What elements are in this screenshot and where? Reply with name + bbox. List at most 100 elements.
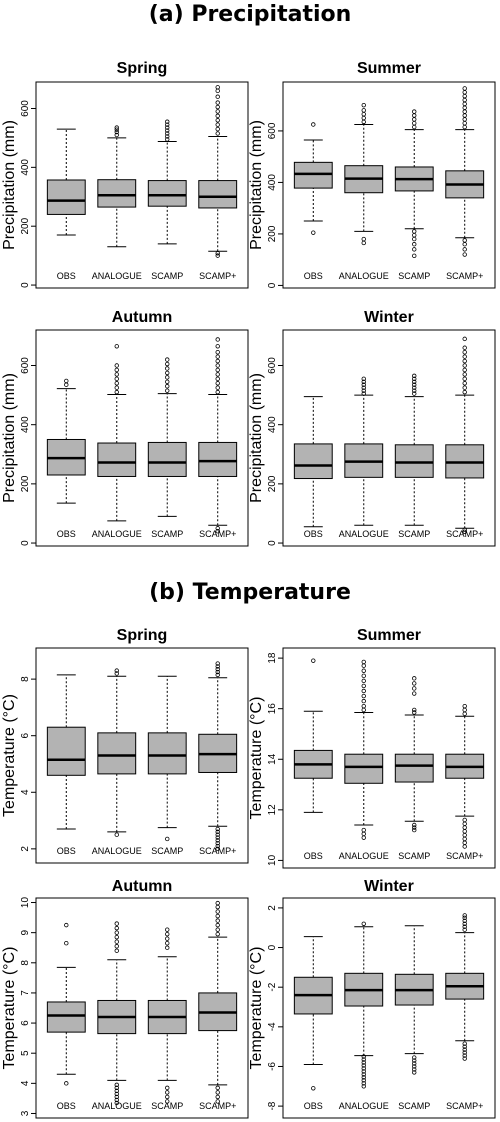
outlier-point — [462, 924, 467, 929]
outlier-point — [462, 113, 467, 118]
outlier-point — [215, 94, 220, 99]
outlier-point — [462, 336, 467, 342]
outlier-point — [165, 375, 170, 380]
outlier-point — [412, 1067, 417, 1072]
category-label: ANALOGUE — [339, 529, 389, 539]
outlier-point — [114, 668, 119, 673]
outlier-point — [462, 97, 467, 103]
outlier-point — [361, 1054, 366, 1059]
category-label: ANALOGUE — [339, 271, 389, 281]
y-tick-label: 10 — [267, 854, 278, 866]
outlier-point — [165, 941, 170, 946]
outlier-point — [165, 388, 170, 393]
box-analogue: ANALOGUE — [92, 125, 142, 281]
outlier-point — [114, 344, 119, 349]
iqr-box — [97, 442, 137, 477]
outlier-point — [165, 836, 170, 842]
iqr-box — [46, 726, 86, 776]
box-analogue: ANALOGUE — [339, 376, 389, 539]
outlier-point — [215, 835, 220, 840]
y-tick-label: 400 — [20, 416, 31, 433]
outlier-point — [361, 678, 366, 684]
outlier-point — [114, 832, 119, 837]
y-tick-label: 600 — [267, 122, 278, 139]
category-label: ANALOGUE — [339, 1101, 389, 1111]
y-tick-label: 12 — [267, 804, 278, 816]
outlier-point — [165, 945, 170, 950]
outlier-point — [215, 85, 220, 90]
category-label: ANALOGUE — [339, 851, 389, 861]
outlier-point — [462, 1044, 467, 1049]
outlier-point — [165, 134, 170, 139]
outlier-point — [114, 1082, 119, 1088]
y-tick-label: 18 — [267, 652, 278, 664]
box-scamp-plus: SCAMP+ — [445, 336, 485, 539]
outlier-point — [215, 344, 220, 349]
outlier-point — [114, 129, 119, 135]
outlier-point — [462, 354, 467, 359]
y-tick-label: 200 — [20, 217, 31, 234]
outlier-point — [114, 930, 119, 935]
outlier-point — [412, 233, 417, 238]
y-tick-label: 0 — [267, 540, 278, 546]
outlier-point — [361, 111, 366, 117]
outlier-point — [462, 363, 467, 368]
outlier-point — [165, 384, 170, 389]
y-tick-label: 7 — [20, 990, 31, 996]
section-title-precipitation: (a) Precipitation — [148, 2, 352, 27]
category-label: ANALOGUE — [92, 529, 142, 539]
y-tick-label: 600 — [20, 100, 31, 117]
plot-frame — [282, 647, 496, 869]
outlier-point — [462, 238, 467, 243]
outlier-point — [462, 247, 467, 252]
y-tick-label: 6 — [20, 1020, 31, 1026]
outlier-point — [165, 370, 170, 376]
y-tick-label: 0 — [20, 540, 31, 546]
outlier-point — [361, 1072, 366, 1077]
outlier-point — [215, 122, 220, 127]
outlier-point — [165, 125, 170, 130]
panel-temp-winter: Winter Temperature (°C) -8 -6 -4 -2 0 2 OBS ANALO… — [248, 878, 496, 1119]
category-label: OBS — [57, 529, 76, 539]
outlier-point — [361, 921, 366, 926]
y-tick-label: -4 — [267, 1022, 278, 1031]
outlier-point — [412, 1064, 417, 1069]
outlier-point — [462, 381, 467, 386]
y-tick-label: 400 — [267, 174, 278, 191]
outlier-point — [462, 1056, 467, 1061]
outlier-point — [165, 137, 170, 142]
panel-title: Spring — [117, 60, 168, 77]
iqr-box — [293, 161, 333, 189]
box-obs: OBS — [293, 658, 333, 861]
outlier-point — [114, 1085, 119, 1091]
outlier-point — [462, 840, 467, 845]
outlier-point — [215, 376, 220, 382]
box-analogue: ANALOGUE — [92, 668, 142, 856]
category-label: ANALOGUE — [92, 271, 142, 281]
outlier-point — [462, 93, 467, 99]
panel-precip-autumn: Autumn Precipitation (mm) 0 200 400 600 OBS ANA… — [1, 309, 249, 547]
y-tick-label: 5 — [20, 1050, 31, 1056]
section-title-temperature: (b) Temperature — [149, 580, 351, 605]
category-label: SCAMP — [398, 851, 430, 861]
box-obs: OBS — [46, 674, 86, 856]
outlier-point — [361, 673, 366, 679]
outlier-point — [412, 1070, 417, 1075]
iqr-box — [97, 732, 137, 775]
outlier-point — [165, 936, 170, 941]
outlier-point — [412, 113, 417, 118]
outlier-point — [361, 668, 366, 673]
outlier-point — [114, 132, 119, 138]
outlier-point — [462, 86, 467, 91]
outlier-point — [215, 922, 220, 928]
outlier-point — [165, 357, 170, 362]
category-label: ANALOGUE — [92, 1101, 142, 1111]
outlier-point — [215, 904, 220, 910]
outlier-point — [412, 385, 417, 390]
outlier-point — [215, 349, 220, 355]
outlier-point — [114, 939, 119, 944]
outlier-point — [215, 1099, 220, 1104]
outlier-point — [412, 376, 417, 382]
outlier-point — [114, 671, 119, 676]
